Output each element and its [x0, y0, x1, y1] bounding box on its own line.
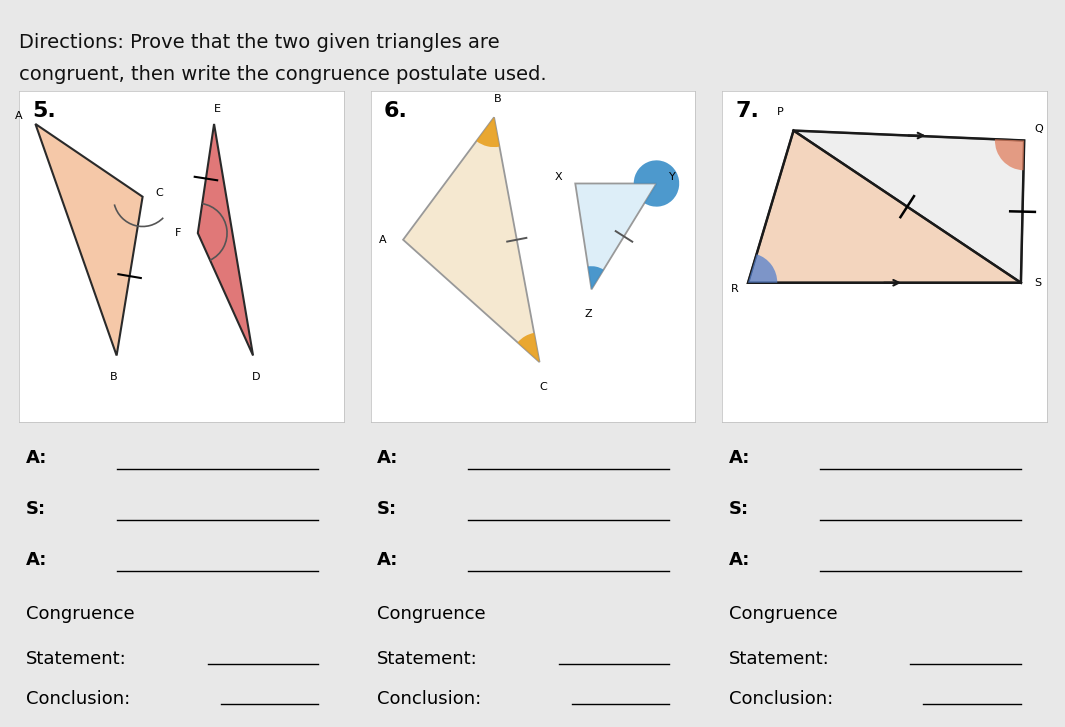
- Wedge shape: [476, 117, 499, 147]
- Text: S:: S:: [377, 500, 397, 518]
- Text: Conclusion:: Conclusion:: [377, 690, 481, 708]
- Text: 5.: 5.: [32, 101, 56, 121]
- Text: C: C: [539, 382, 546, 392]
- Wedge shape: [634, 161, 679, 206]
- Polygon shape: [793, 131, 1025, 283]
- Text: A: A: [379, 235, 387, 245]
- Polygon shape: [35, 124, 143, 356]
- Polygon shape: [748, 131, 1021, 283]
- Text: R: R: [731, 284, 738, 294]
- Text: C: C: [155, 188, 163, 198]
- Text: Statement:: Statement:: [377, 650, 478, 668]
- Text: Congruence: Congruence: [728, 605, 837, 623]
- Text: Q: Q: [1034, 124, 1043, 134]
- Text: S: S: [1034, 278, 1041, 288]
- Text: Congruence: Congruence: [26, 605, 134, 623]
- Wedge shape: [995, 140, 1025, 170]
- Text: Congruence: Congruence: [377, 605, 486, 623]
- Wedge shape: [518, 333, 540, 362]
- Text: Statement:: Statement:: [26, 650, 127, 668]
- Text: S:: S:: [728, 500, 749, 518]
- Text: A: A: [15, 111, 22, 121]
- Polygon shape: [198, 124, 253, 356]
- Text: Conclusion:: Conclusion:: [728, 690, 833, 708]
- Text: Z: Z: [585, 309, 592, 319]
- Text: congruent, then write the congruence postulate used.: congruent, then write the congruence pos…: [19, 65, 546, 84]
- Text: B: B: [493, 94, 502, 104]
- Text: A:: A:: [728, 551, 750, 569]
- Polygon shape: [403, 117, 540, 362]
- Text: A:: A:: [26, 551, 47, 569]
- Text: F: F: [176, 228, 181, 238]
- Text: D: D: [252, 372, 261, 382]
- Text: Statement:: Statement:: [728, 650, 830, 668]
- Text: B: B: [110, 372, 117, 382]
- Text: Conclusion:: Conclusion:: [26, 690, 130, 708]
- Text: A:: A:: [728, 449, 750, 467]
- Polygon shape: [575, 183, 656, 289]
- Text: A:: A:: [377, 551, 398, 569]
- Text: Y: Y: [670, 172, 676, 182]
- Text: 7.: 7.: [735, 101, 759, 121]
- Text: A:: A:: [377, 449, 398, 467]
- Text: E: E: [214, 104, 220, 114]
- Text: Directions: Prove that the two given triangles are: Directions: Prove that the two given tri…: [19, 33, 499, 52]
- Wedge shape: [588, 266, 604, 289]
- Text: 6.: 6.: [383, 101, 408, 121]
- Text: A:: A:: [26, 449, 47, 467]
- Text: P: P: [777, 108, 784, 117]
- Text: X: X: [555, 172, 562, 182]
- Wedge shape: [748, 254, 777, 283]
- Text: S:: S:: [26, 500, 46, 518]
